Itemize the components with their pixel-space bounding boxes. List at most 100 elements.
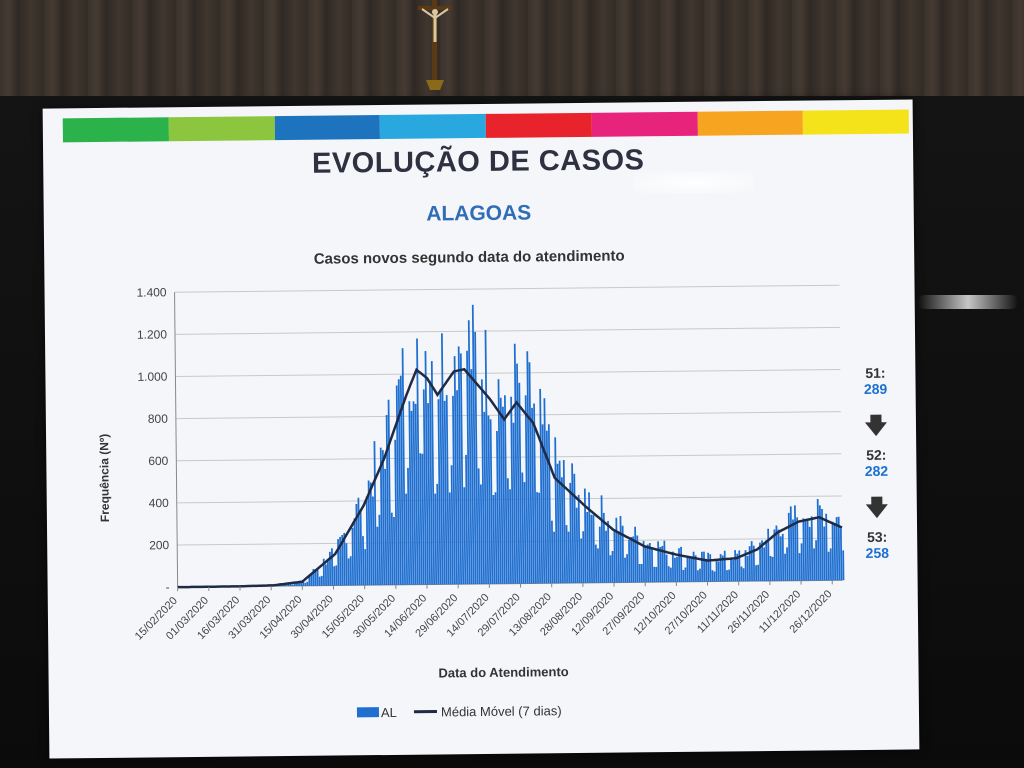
daily-bar [536, 492, 539, 584]
daily-bar [842, 550, 845, 581]
daily-bar [684, 567, 687, 582]
y-axis [174, 292, 179, 588]
daily-bar [765, 540, 768, 582]
daily-bar [740, 566, 743, 582]
daily-bar [777, 529, 780, 581]
daily-bar [746, 555, 749, 582]
daily-bar [839, 528, 843, 581]
daily-bar [730, 558, 733, 582]
daily-bar [634, 526, 637, 583]
daily-bar [560, 477, 564, 584]
daily-bar [663, 540, 666, 583]
daily-bar [357, 497, 361, 586]
daily-bar [524, 395, 529, 584]
daily-bar [421, 453, 425, 585]
daily-bar [586, 511, 589, 583]
daily-bar [395, 385, 400, 585]
daily-bar [813, 548, 816, 581]
daily-bar [835, 517, 839, 581]
daily-bar [384, 468, 388, 586]
daily-bar [457, 346, 463, 585]
daily-bar [385, 414, 390, 585]
daily-bar [483, 411, 487, 584]
week-label: 52: [866, 446, 887, 463]
daily-bar [674, 557, 677, 582]
daily-bar [732, 559, 735, 582]
crucifix-icon [418, 0, 452, 90]
daily-bar [653, 566, 656, 583]
daily-bar [621, 525, 625, 583]
daily-bar [784, 553, 787, 581]
daily-bar [779, 536, 783, 581]
daily-bar [583, 488, 587, 583]
daily-bar [829, 548, 832, 581]
daily-bar [721, 555, 724, 582]
daily-bar [463, 487, 467, 585]
daily-bar [427, 403, 431, 585]
daily-bar [602, 512, 606, 583]
daily-bar [573, 473, 577, 584]
daily-bar [474, 331, 479, 585]
daily-bar [399, 375, 404, 585]
daily-bar [609, 555, 612, 583]
daily-bar [510, 396, 514, 584]
daily-bar [588, 492, 591, 583]
daily-bar [440, 333, 446, 585]
daily-bar [470, 369, 475, 585]
daily-bar [430, 361, 436, 585]
daily-bar [661, 545, 664, 583]
daily-bar [367, 480, 371, 586]
chart-title: Casos novos segundo data do atendimento [314, 247, 625, 267]
daily-bar [324, 564, 327, 586]
daily-bar [394, 439, 398, 585]
daily-bar [381, 450, 386, 586]
daily-bar [575, 507, 579, 584]
daily-bar [607, 520, 610, 583]
slide: EVOLUÇÃO DE CASOS ALAGOAS Casos novos se… [42, 99, 920, 759]
daily-bar [492, 494, 496, 584]
daily-bar [688, 555, 691, 582]
daily-bar [717, 561, 720, 582]
daily-bar [786, 547, 789, 581]
wall [0, 0, 1024, 110]
daily-bar [798, 553, 801, 581]
daily-bar [565, 525, 568, 584]
daily-bar [757, 564, 760, 582]
daily-bar [640, 563, 643, 583]
y-tick-label: 200 [149, 538, 169, 552]
daily-bar [556, 463, 560, 584]
daily-bar [419, 453, 423, 585]
daily-bar [343, 532, 346, 586]
daily-bar [456, 390, 460, 585]
daily-bar [509, 489, 512, 584]
y-axis-ticks: - 200 400 600 800 1.000 1.200 1.400 [136, 285, 169, 594]
week-value: 258 [865, 544, 890, 561]
daily-bar [676, 556, 679, 582]
x-axis-label: Data do Atendimento [438, 664, 568, 680]
daily-bar [665, 554, 668, 583]
daily-bar [489, 419, 494, 584]
daily-bar [465, 454, 469, 585]
daily-bar [308, 575, 311, 586]
daily-bar [703, 551, 706, 582]
daily-bar [818, 505, 822, 581]
daily-bar [523, 482, 527, 584]
daily-bar [562, 460, 566, 584]
daily-bar [479, 484, 483, 585]
daily-bar [355, 504, 359, 586]
daily-bar [821, 509, 824, 581]
daily-bar [678, 548, 681, 582]
daily-bar [499, 397, 504, 584]
daily-bar [414, 403, 419, 585]
daily-bar [794, 505, 797, 581]
daily-bar [526, 351, 531, 584]
daily-bar [304, 582, 307, 586]
daily-bar [494, 492, 498, 584]
daily-bar [806, 520, 810, 581]
daily-bar [551, 520, 554, 584]
daily-bar [448, 492, 452, 585]
daily-bar [837, 516, 841, 581]
daily-bar [697, 570, 699, 582]
cases-chart: Casos novos segundo data do atendimento … [97, 247, 845, 720]
daily-bar [365, 496, 369, 586]
